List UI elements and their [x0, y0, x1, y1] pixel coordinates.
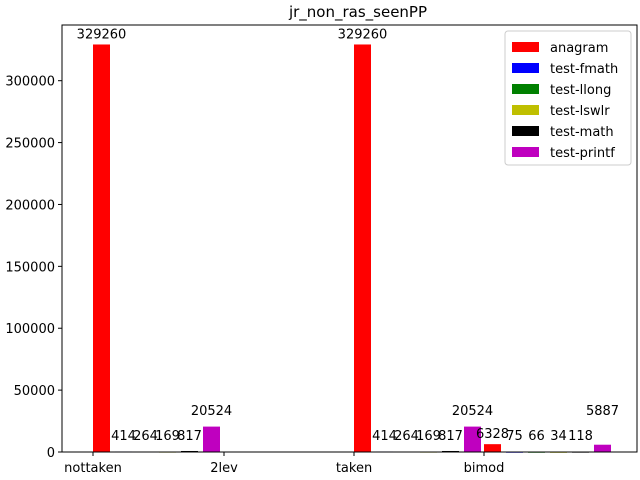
value-label-test-llong-bimod: 66 [528, 429, 545, 444]
legend-label-test-fmath: test-fmath [550, 62, 618, 77]
legend-label-anagram: anagram [550, 41, 608, 56]
legend-label-test-llong: test-llong [550, 83, 611, 98]
legend-swatch-test-printf [512, 147, 539, 157]
chart-title: jr_non_ras_seenPP [288, 3, 427, 22]
value-label-test-lswlr-bimod: 34 [550, 429, 567, 444]
value-label-anagram-bimod: 6328 [476, 427, 509, 442]
y-tick-label-250000: 250000 [5, 137, 55, 152]
legend-label-test-lswlr: test-lswlr [550, 104, 610, 119]
x-axis: nottaken 2lev taken bimod [64, 452, 504, 476]
y-tick-label-0: 0 [47, 446, 55, 461]
value-label-test-llong-taken: 264 [394, 429, 419, 444]
bar-anagram-bimod [484, 444, 501, 452]
value-label-test-math-bimod: 118 [568, 429, 593, 444]
value-label-test-printf-nottaken: 20524 [191, 404, 232, 419]
x-tick-label-bimod: bimod [464, 461, 505, 476]
value-label-test-lswlr-taken: 169 [416, 429, 441, 444]
y-tick-label-50000: 50000 [14, 384, 55, 399]
value-labels-group: 329260 329260 6328 414 414 75 264 264 66 169 169 34… [77, 27, 619, 444]
value-label-anagram-taken: 329260 [338, 27, 388, 42]
legend-swatch-test-llong [512, 84, 539, 94]
y-tick-label-200000: 200000 [5, 198, 55, 213]
y-tick-label-150000: 150000 [5, 260, 55, 275]
value-label-test-llong-nottaken: 264 [133, 429, 158, 444]
value-label-test-fmath-taken: 414 [372, 429, 397, 444]
value-label-test-printf-taken: 20524 [452, 404, 493, 419]
bar-anagram-taken [354, 44, 371, 452]
bar-test-printf-taken [464, 426, 481, 452]
legend-swatch-test-lswlr [512, 105, 539, 115]
legend-swatch-test-math [512, 126, 539, 136]
y-tick-label-100000: 100000 [5, 322, 55, 337]
value-label-test-fmath-nottaken: 414 [111, 429, 136, 444]
bars-group [93, 44, 611, 453]
legend-swatch-anagram [512, 42, 539, 52]
value-label-anagram-nottaken: 329260 [77, 27, 127, 42]
bar-anagram-nottaken [93, 44, 110, 452]
value-label-test-lswlr-nottaken: 169 [155, 429, 180, 444]
legend-label-test-printf: test-printf [550, 146, 615, 161]
value-label-test-printf-bimod: 5887 [586, 404, 619, 419]
legend: anagram test-fmath test-llong test-lswlr tes… [504, 30, 632, 166]
y-tick-label-300000: 300000 [5, 75, 55, 90]
x-tick-label-2lev: 2lev [210, 461, 238, 476]
value-label-test-math-taken: 817 [438, 429, 463, 444]
bar-test-printf-nottaken [203, 426, 220, 452]
bar-test-math-nottaken [181, 450, 198, 452]
legend-label-test-math: test-math [550, 125, 614, 140]
value-label-test-fmath-bimod: 75 [506, 429, 523, 444]
legend-swatch-test-fmath [512, 63, 539, 73]
bar-test-math-taken [442, 450, 459, 452]
x-tick-label-taken: taken [336, 461, 372, 476]
plot-frame [61, 24, 638, 453]
y-axis: 0 50000 100000 150000 200000 250000 300000 [5, 75, 62, 461]
x-tick-label-nottaken: nottaken [64, 461, 122, 476]
bar-test-printf-bimod [594, 444, 611, 452]
value-label-test-math-nottaken: 817 [177, 429, 202, 444]
